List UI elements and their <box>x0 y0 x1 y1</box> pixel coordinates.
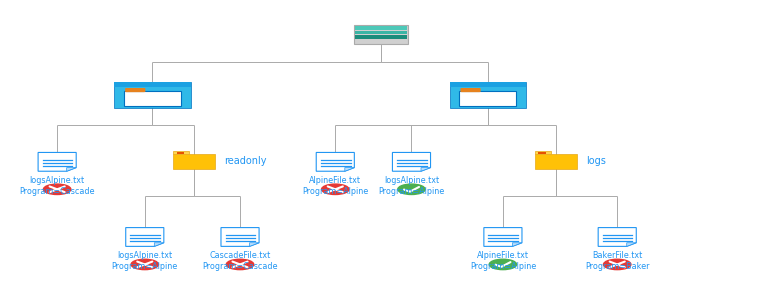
Polygon shape <box>67 168 76 171</box>
FancyBboxPatch shape <box>450 82 526 108</box>
Polygon shape <box>513 243 522 246</box>
FancyBboxPatch shape <box>114 82 190 108</box>
FancyBboxPatch shape <box>354 36 408 39</box>
FancyBboxPatch shape <box>450 82 526 87</box>
FancyBboxPatch shape <box>536 151 551 154</box>
Text: logsAlpine.txt
Program=Alpine: logsAlpine.txt Program=Alpine <box>112 251 178 271</box>
FancyBboxPatch shape <box>125 88 146 92</box>
Polygon shape <box>250 243 259 246</box>
Polygon shape <box>126 228 164 246</box>
Polygon shape <box>484 228 522 246</box>
FancyBboxPatch shape <box>177 152 184 154</box>
Polygon shape <box>598 228 636 246</box>
Polygon shape <box>154 243 164 246</box>
Circle shape <box>226 259 254 270</box>
Text: logsAlpine.txt
Program=Alpine: logsAlpine.txt Program=Alpine <box>379 176 444 196</box>
FancyBboxPatch shape <box>354 26 408 30</box>
Text: readonly: readonly <box>225 156 267 166</box>
Text: AlpineFile.txt
Program=Alpine: AlpineFile.txt Program=Alpine <box>470 251 536 271</box>
Circle shape <box>489 259 517 270</box>
FancyBboxPatch shape <box>354 25 408 44</box>
Polygon shape <box>627 243 636 246</box>
FancyBboxPatch shape <box>114 82 190 87</box>
Circle shape <box>43 184 71 194</box>
Text: CascadeFile.txt
Program=Cascade: CascadeFile.txt Program=Cascade <box>202 251 278 271</box>
FancyBboxPatch shape <box>539 152 546 154</box>
Circle shape <box>398 184 425 194</box>
FancyBboxPatch shape <box>459 91 517 106</box>
FancyBboxPatch shape <box>460 88 481 92</box>
Text: logs: logs <box>586 156 607 166</box>
FancyBboxPatch shape <box>174 154 216 169</box>
Text: BakerFile.txt
Program=Baker: BakerFile.txt Program=Baker <box>585 251 649 271</box>
Circle shape <box>322 184 349 194</box>
Polygon shape <box>221 228 259 246</box>
Polygon shape <box>316 153 354 171</box>
Circle shape <box>131 259 158 270</box>
FancyBboxPatch shape <box>536 154 578 169</box>
Polygon shape <box>421 168 431 171</box>
Polygon shape <box>344 168 354 171</box>
Text: logsAlpine.txt
Program=Cascade: logsAlpine.txt Program=Cascade <box>19 176 95 196</box>
FancyBboxPatch shape <box>123 91 181 106</box>
Polygon shape <box>392 153 431 171</box>
Text: AlpineFile.txt
Program=Alpine: AlpineFile.txt Program=Alpine <box>303 176 368 196</box>
Polygon shape <box>38 153 76 171</box>
FancyBboxPatch shape <box>354 31 408 34</box>
Circle shape <box>604 259 631 270</box>
FancyBboxPatch shape <box>174 151 189 154</box>
